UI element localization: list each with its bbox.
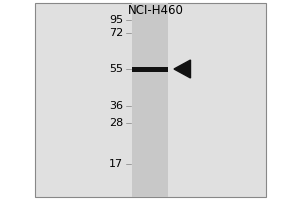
Text: 72: 72 (109, 28, 123, 38)
Text: 28: 28 (109, 118, 123, 128)
Text: 17: 17 (109, 159, 123, 169)
Polygon shape (174, 60, 190, 78)
Text: NCI-H460: NCI-H460 (128, 4, 184, 17)
Bar (34, 3, 266, 197)
Text: 95: 95 (109, 15, 123, 25)
Text: 36: 36 (109, 101, 123, 111)
Text: 55: 55 (109, 64, 123, 74)
Bar (132, 3, 168, 197)
Bar (132, 66, 168, 72)
